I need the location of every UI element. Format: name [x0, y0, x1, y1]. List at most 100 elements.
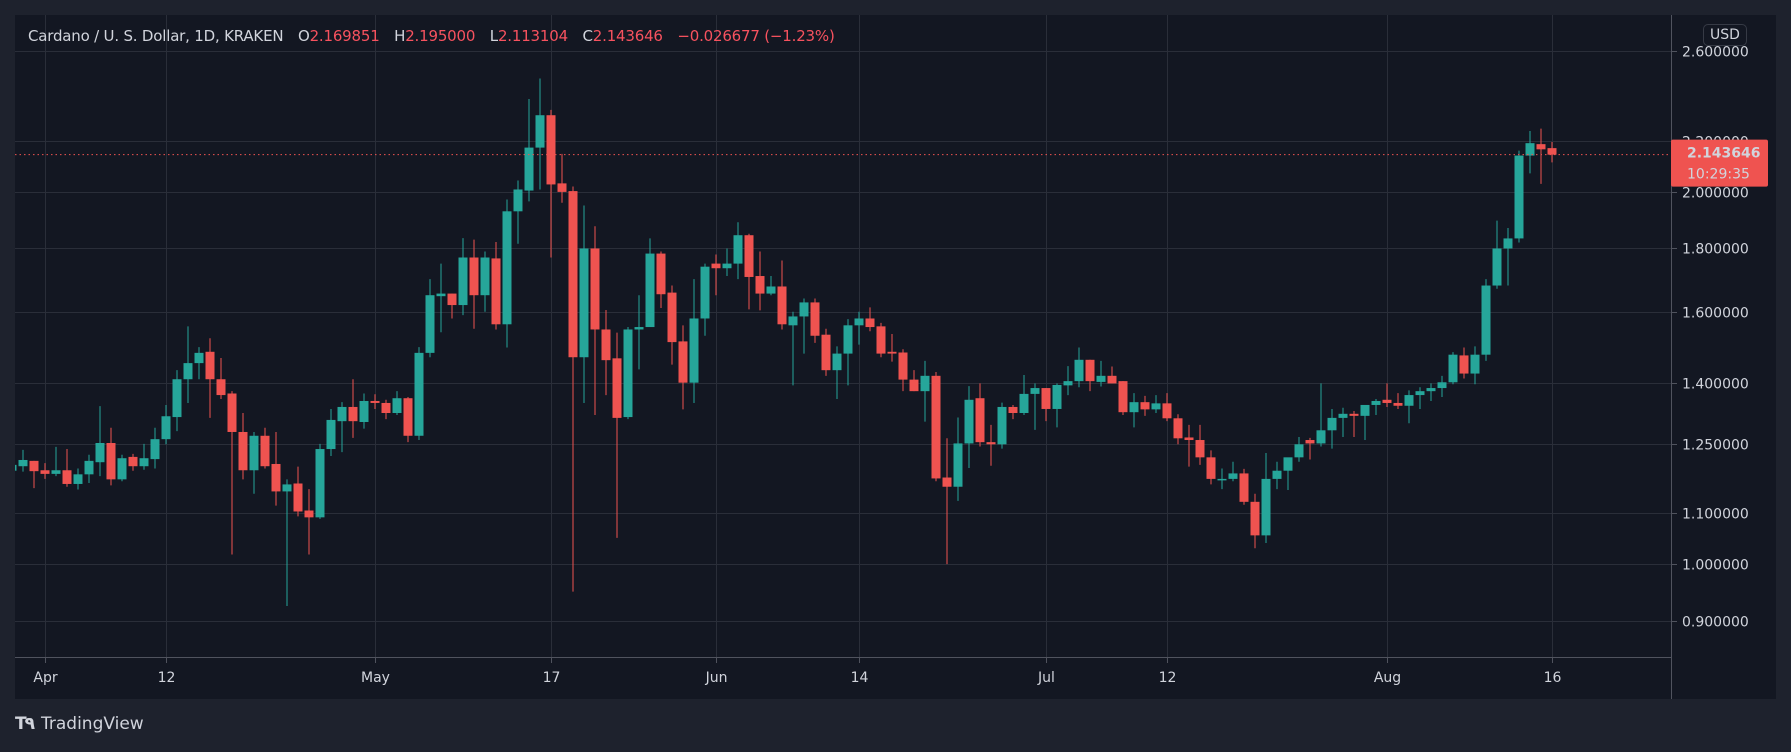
candle-body [1184, 437, 1194, 441]
candle-body [447, 293, 457, 306]
candle-body [557, 183, 567, 192]
tradingview-logo[interactable]: T٩ TradingView [15, 714, 144, 734]
candle [447, 293, 457, 319]
candle-body [150, 439, 160, 460]
candle [590, 226, 600, 416]
candle-body [491, 258, 501, 325]
candle [249, 431, 259, 494]
change-value: −0.026677 (−1.23%) [677, 27, 835, 45]
candle [942, 438, 952, 565]
candle-body [84, 460, 94, 475]
currency-button[interactable]: USD [1703, 24, 1747, 46]
candle-body [1052, 384, 1062, 409]
time-tick-label: 12 [1159, 670, 1177, 686]
candle [1217, 468, 1227, 490]
candle-body [986, 442, 996, 445]
symbol-title[interactable]: Cardano / U. S. Dollar, 1D, KRAKEN [28, 27, 284, 45]
candle-body [1140, 402, 1150, 410]
time-tick-label: Apr [33, 670, 57, 686]
candle [1294, 437, 1304, 462]
candle-body [1360, 404, 1370, 416]
candle [1107, 366, 1117, 384]
candle [1470, 346, 1480, 385]
candle [1437, 375, 1447, 398]
time-tick-label: 16 [1544, 670, 1562, 686]
candle-body [249, 435, 259, 471]
candle-body [172, 379, 182, 418]
close-value: 2.143646 [592, 27, 663, 45]
candle-body [1283, 457, 1293, 471]
grid-lines [15, 15, 1671, 657]
candle [84, 454, 94, 484]
candle-body [689, 318, 699, 383]
candle-body [1129, 402, 1139, 413]
candle-body [931, 375, 941, 479]
time-axis[interactable]: Apr 12 May 17 Jun 14 Jul 12 Aug 16 [33, 657, 1561, 686]
candle-body [535, 115, 545, 148]
candle [1448, 352, 1458, 385]
candle-body [700, 266, 710, 319]
open-value: 2.169851 [309, 27, 380, 45]
open-label: O [297, 27, 310, 45]
candle [1184, 424, 1194, 467]
candle [722, 248, 732, 277]
candle-body [1470, 354, 1480, 374]
candle [513, 180, 523, 244]
candle-body [73, 474, 83, 484]
candle [40, 463, 50, 479]
candle [359, 393, 369, 429]
candle-body [117, 458, 127, 480]
candle [865, 307, 875, 332]
candle-body [128, 456, 138, 467]
candle-body [326, 419, 336, 450]
candle [557, 153, 567, 203]
candle-body [1008, 406, 1018, 414]
chart-panel[interactable]: 2.6000002.2000002.0000001.8000001.600000… [15, 15, 1776, 699]
candle [689, 279, 699, 403]
candle [612, 332, 622, 538]
candle [194, 347, 204, 380]
candle-body [887, 351, 897, 354]
candle [1261, 452, 1271, 544]
candle-body [1415, 391, 1425, 396]
candle [887, 333, 897, 362]
candle [634, 295, 644, 370]
candle-body [1074, 359, 1084, 382]
candle-body [645, 253, 655, 328]
candle [964, 386, 974, 469]
candle-body [1239, 473, 1249, 502]
candle [1316, 383, 1326, 447]
candlestick-chart[interactable]: 2.6000002.2000002.0000001.8000001.600000… [15, 15, 1776, 699]
candle-body [18, 459, 28, 467]
candle [480, 251, 490, 312]
candle-body [469, 257, 479, 296]
candle-body [997, 406, 1007, 445]
time-tick-label: 17 [543, 670, 561, 686]
candle-body [392, 398, 402, 414]
candle [227, 391, 237, 555]
candle [1019, 375, 1029, 416]
low-value: 2.113104 [497, 27, 568, 45]
price-axis[interactable]: 2.6000002.2000002.0000001.8000001.600000… [1671, 45, 1749, 631]
candle [1030, 383, 1040, 430]
high-value: 2.195000 [405, 27, 476, 45]
candle [1503, 227, 1513, 286]
candle [1140, 395, 1150, 416]
candle-body [667, 292, 677, 343]
candle [997, 402, 1007, 449]
candle-body [590, 248, 600, 330]
candle [1338, 407, 1348, 438]
candle-body [1338, 413, 1348, 418]
candle [1129, 393, 1139, 428]
candle-body [755, 276, 765, 294]
candle [282, 479, 292, 606]
candle [315, 443, 325, 519]
price-tick-label: 1.000000 [1682, 558, 1749, 574]
candle [1173, 414, 1183, 445]
time-tick-label: 14 [851, 670, 869, 686]
candle-body [1096, 375, 1106, 382]
candle-body [1371, 400, 1381, 405]
candle [1349, 410, 1359, 438]
candle-body [502, 211, 512, 325]
candle [1118, 381, 1128, 416]
